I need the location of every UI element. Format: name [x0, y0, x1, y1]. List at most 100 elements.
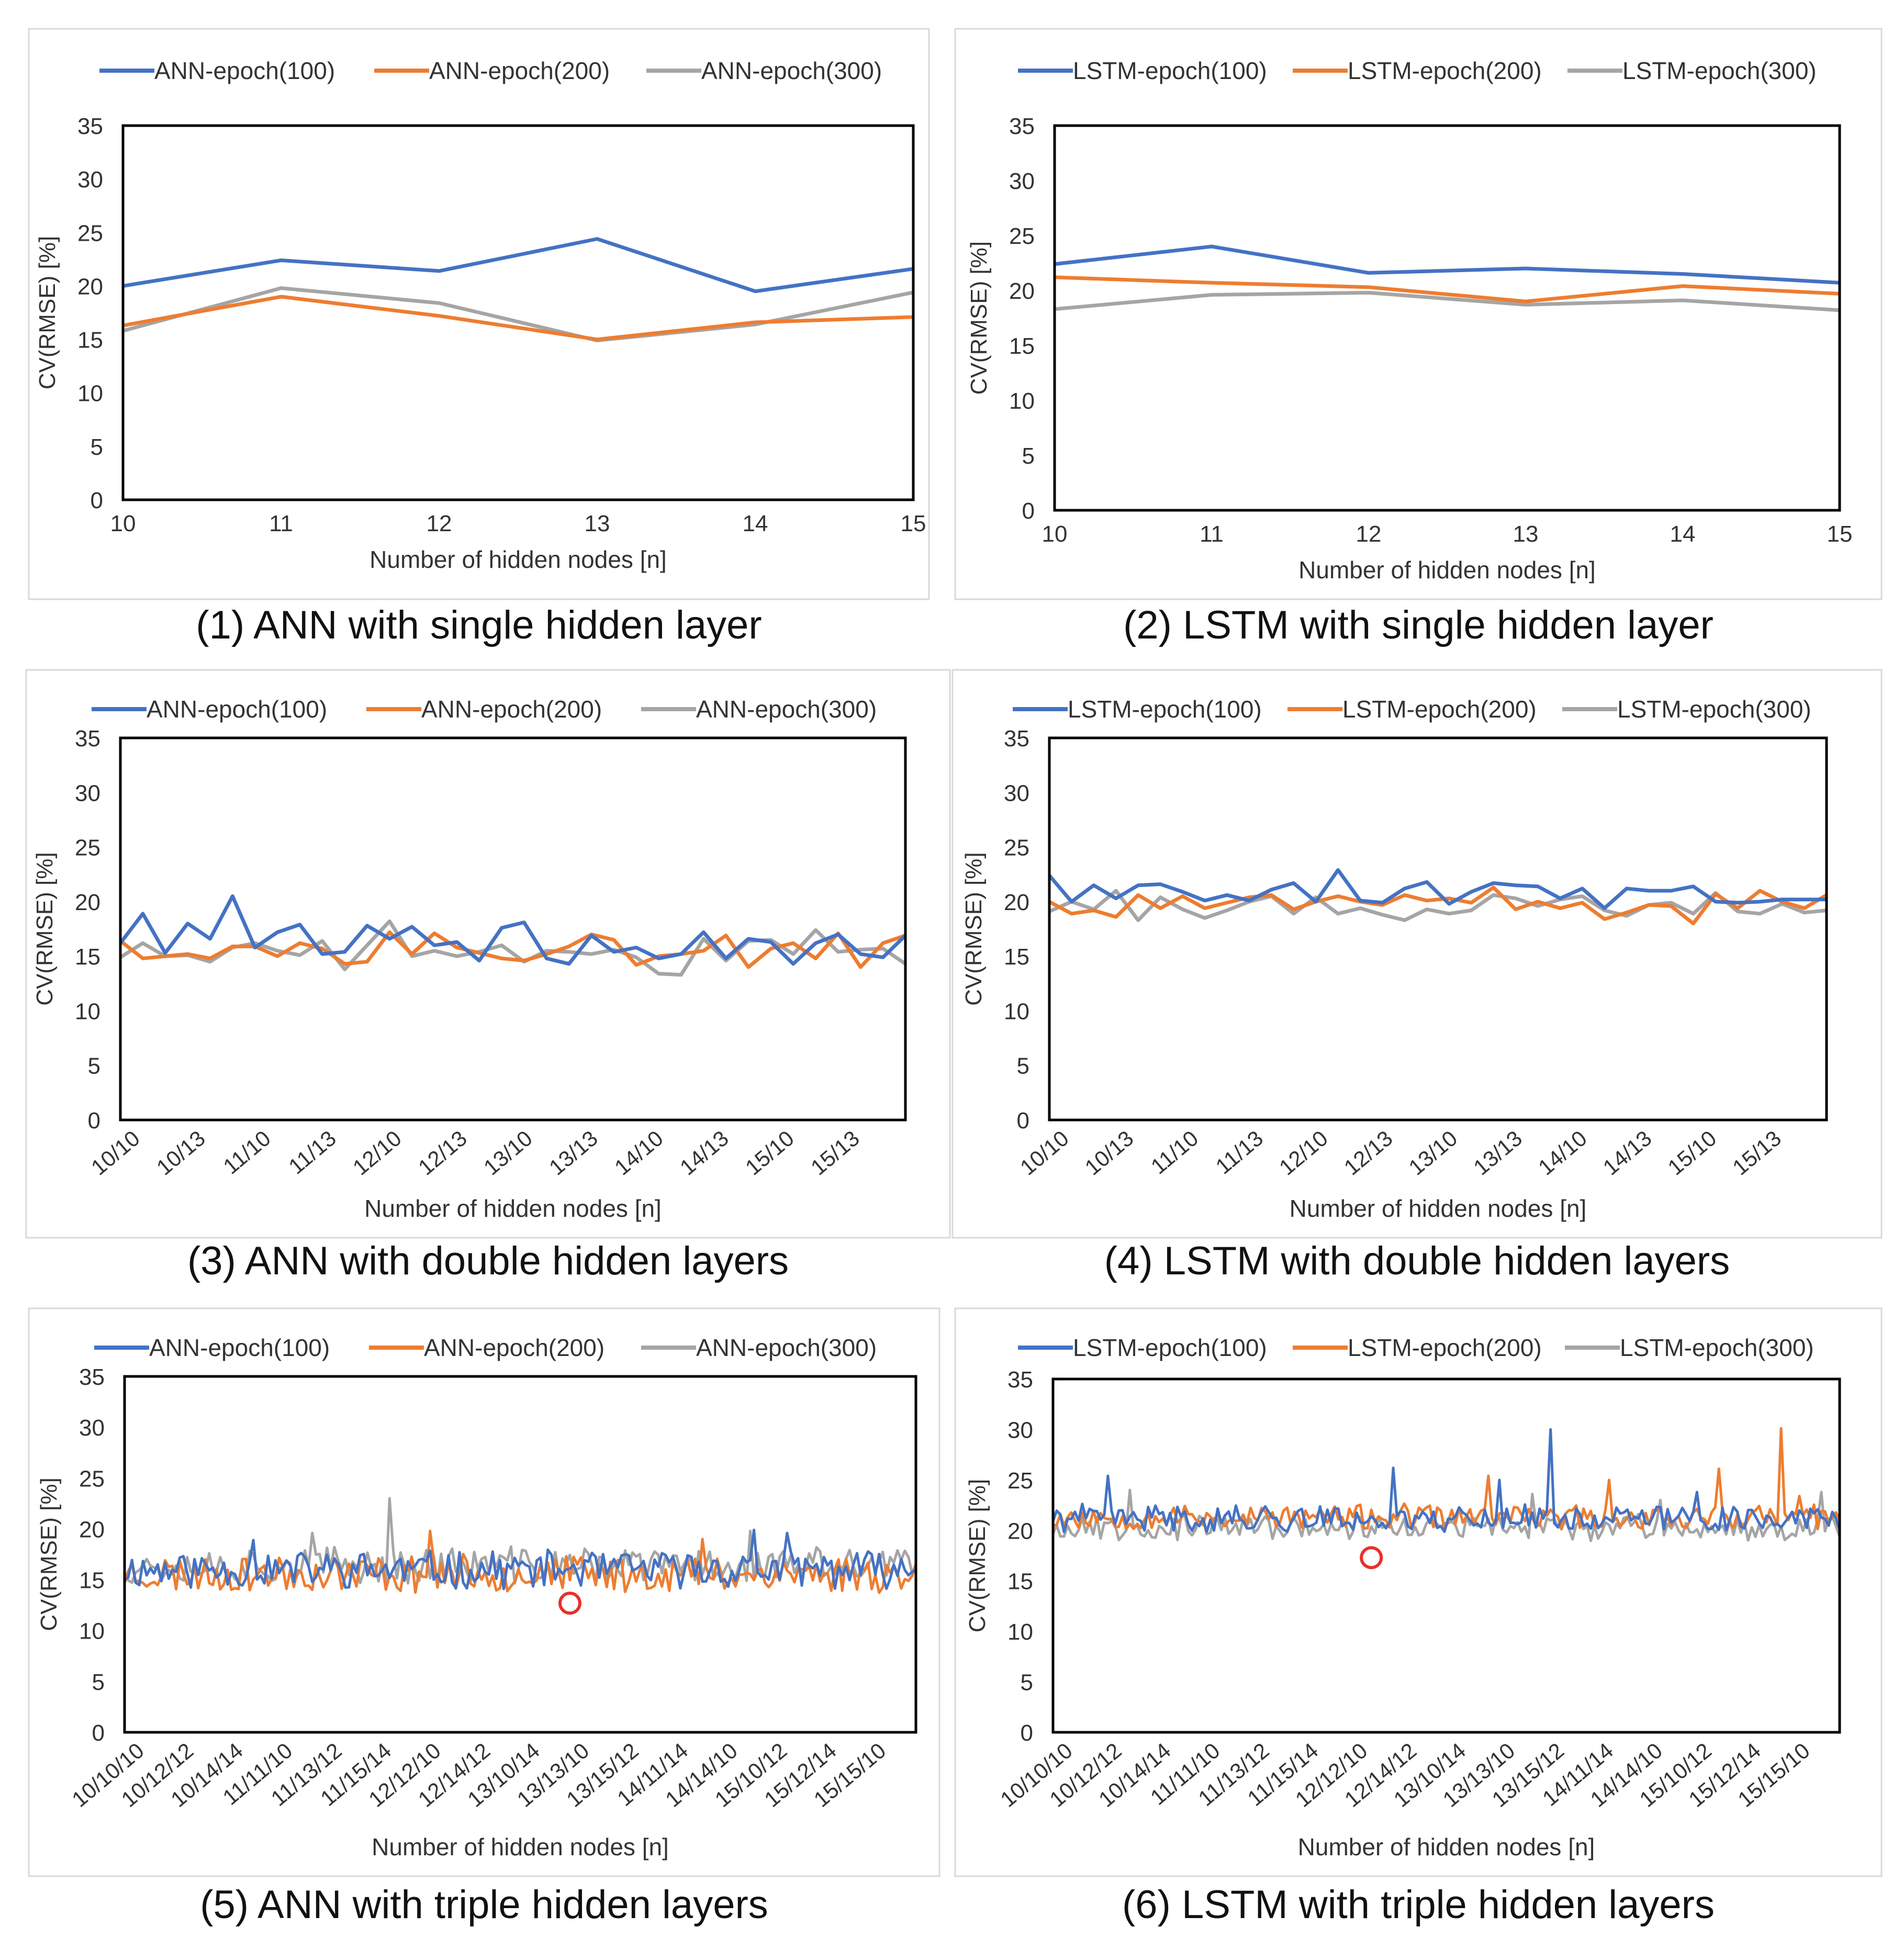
series-line-2 — [1054, 275, 1840, 304]
chart-frame — [951, 669, 1883, 1239]
y-axis-title: CV(RMSE) [%] — [965, 1479, 990, 1632]
y-tick-label: 25 — [79, 1466, 105, 1492]
series-line-1 — [124, 1528, 916, 1590]
y-tick-label: 15 — [79, 1568, 105, 1594]
y-tick-label: 10 — [75, 999, 100, 1024]
y-tick-label: 30 — [77, 167, 103, 193]
legend-label-3: LSTM-epoch(300) — [1617, 696, 1811, 723]
y-tick-label: 15 — [77, 328, 103, 353]
legend-label-2: ANN-epoch(200) — [424, 1334, 604, 1361]
y-tick-label: 5 — [92, 1669, 105, 1695]
x-tick-label: 14 — [743, 511, 768, 536]
plot-area — [123, 1375, 917, 1734]
chart-caption: (3) ANN with double hidden layers — [187, 1239, 789, 1283]
plot-area — [1051, 1377, 1841, 1734]
y-tick-label: 10 — [1009, 388, 1035, 414]
legend-label-1: ANN-epoch(100) — [147, 696, 327, 723]
legend-label-1: LSTM-epoch(100) — [1073, 57, 1267, 84]
series-line-1 — [1051, 1428, 1841, 1533]
x-tick-label: 12 — [1356, 521, 1382, 547]
legend-label-1: LSTM-epoch(100) — [1068, 696, 1262, 723]
x-tick-label: 13 — [1513, 521, 1539, 547]
y-axis-title: CV(RMSE) [%] — [36, 1477, 62, 1631]
y-axis-title: CV(RMSE) [%] — [961, 852, 987, 1005]
y-tick-label: 10 — [1007, 1619, 1033, 1645]
y-tick-label: 5 — [1021, 1670, 1033, 1696]
y-tick-label: 15 — [1009, 333, 1035, 359]
y-tick-label: 30 — [1004, 780, 1029, 806]
x-tick-label: 14 — [1670, 521, 1696, 547]
chart-caption: (4) LSTM with double hidden layers — [1104, 1239, 1730, 1283]
chart-panel-lstm-triple: 0510152025303510/10/1010/12/1210/14/1411… — [954, 1307, 1883, 1927]
series-line-3 — [1054, 290, 1840, 312]
chart-frame — [954, 28, 1883, 600]
chart-frame — [28, 1307, 940, 1877]
y-tick-label: 25 — [1004, 835, 1029, 861]
x-tick-label: 11 — [269, 511, 293, 536]
chart-caption: (5) ANN with triple hidden layers — [200, 1882, 768, 1927]
x-tick-label: 15 — [1827, 521, 1853, 547]
chart-panel-lstm-single: 0 5 10 15 20 25 30 35 10 11 12 13 14 15 Number of hidd… — [954, 28, 1883, 647]
y-tick-label: 35 — [75, 726, 100, 752]
y-tick-label: 25 — [1009, 223, 1035, 249]
y-tick-label: 10 — [77, 381, 103, 407]
chart-panel-ann-single: 0 5 10 15 20 25 30 35 10 11 12 13 14 15 Number of hidd… — [28, 28, 930, 647]
y-axis-title: CV(RMSE) [%] — [32, 852, 58, 1005]
y-tick-label: 10 — [1004, 999, 1029, 1024]
legend-label-3: ANN-epoch(300) — [701, 57, 882, 84]
series-line-1 — [1048, 868, 1827, 910]
x-tick-label: 12 — [427, 511, 452, 536]
legend-label-2: LSTM-epoch(200) — [1348, 1334, 1542, 1361]
y-tick-label: 25 — [77, 220, 103, 246]
y-tick-label: 20 — [75, 890, 100, 915]
plot-area — [1053, 124, 1841, 512]
y-tick-label: 5 — [1017, 1054, 1029, 1079]
y-tick-label: 5 — [91, 434, 103, 460]
chart-panel-ann-triple: 0510152025303510/10/1010/12/1210/14/1411… — [28, 1307, 940, 1927]
y-axis-title: CV(RMSE) [%] — [35, 236, 60, 389]
legend-label-3: LSTM-epoch(300) — [1620, 1334, 1814, 1361]
series-line-3 — [122, 286, 914, 343]
series-line-3 — [1048, 889, 1827, 922]
legend-label-3: ANN-epoch(300) — [696, 1334, 877, 1361]
x-tick-label: 15 — [901, 511, 926, 536]
chart-root: 0 5 10 15 20 25 30 35 10 11 12 13 14 15 Number of hidd… — [25, 28, 1883, 1927]
y-tick-label: 20 — [77, 274, 103, 299]
legend-label-3: ANN-epoch(300) — [696, 696, 877, 723]
chart-caption: (6) LSTM with triple hidden layers — [1122, 1882, 1715, 1927]
y-tick-label: 35 — [1004, 726, 1029, 752]
y-tick-label: 30 — [1009, 169, 1035, 194]
y-tick-label: 35 — [77, 114, 103, 139]
x-axis-title: Number of hidden nodes [n] — [364, 1195, 662, 1222]
plot-area — [119, 736, 907, 1122]
y-tick-label: 10 — [79, 1619, 105, 1644]
y-tick-label: 15 — [75, 944, 100, 970]
chart-caption: (1) ANN with single hidden layer — [196, 603, 761, 647]
y-tick-label: 20 — [1004, 890, 1029, 915]
x-axis-title: Number of hidden nodes [n] — [1298, 1833, 1595, 1861]
y-tick-label: 0 — [88, 1108, 100, 1134]
x-tick-label: 10 — [110, 511, 136, 536]
y-tick-label: 25 — [75, 835, 100, 861]
y-tick-label: 15 — [1004, 944, 1029, 970]
y-tick-label: 0 — [1022, 498, 1035, 524]
legend-label-2: ANN-epoch(200) — [429, 57, 610, 84]
y-tick-label: 35 — [1009, 114, 1035, 139]
y-tick-label: 0 — [1017, 1108, 1029, 1134]
series-line-1 — [1054, 244, 1840, 285]
chart-frame — [954, 1307, 1883, 1877]
y-tick-label: 20 — [1007, 1518, 1033, 1544]
y-tick-label: 5 — [1022, 443, 1035, 469]
plot-area — [121, 124, 915, 501]
y-tick-label: 35 — [79, 1364, 105, 1390]
y-tick-label: 30 — [1007, 1417, 1033, 1443]
y-tick-label: 5 — [88, 1054, 100, 1079]
series-line-2 — [122, 295, 914, 342]
optimum-marker-circle — [1360, 1546, 1383, 1570]
series-line-1 — [122, 237, 914, 294]
series-line-2 — [1048, 886, 1828, 926]
legend-label-2: LSTM-epoch(200) — [1342, 696, 1537, 723]
